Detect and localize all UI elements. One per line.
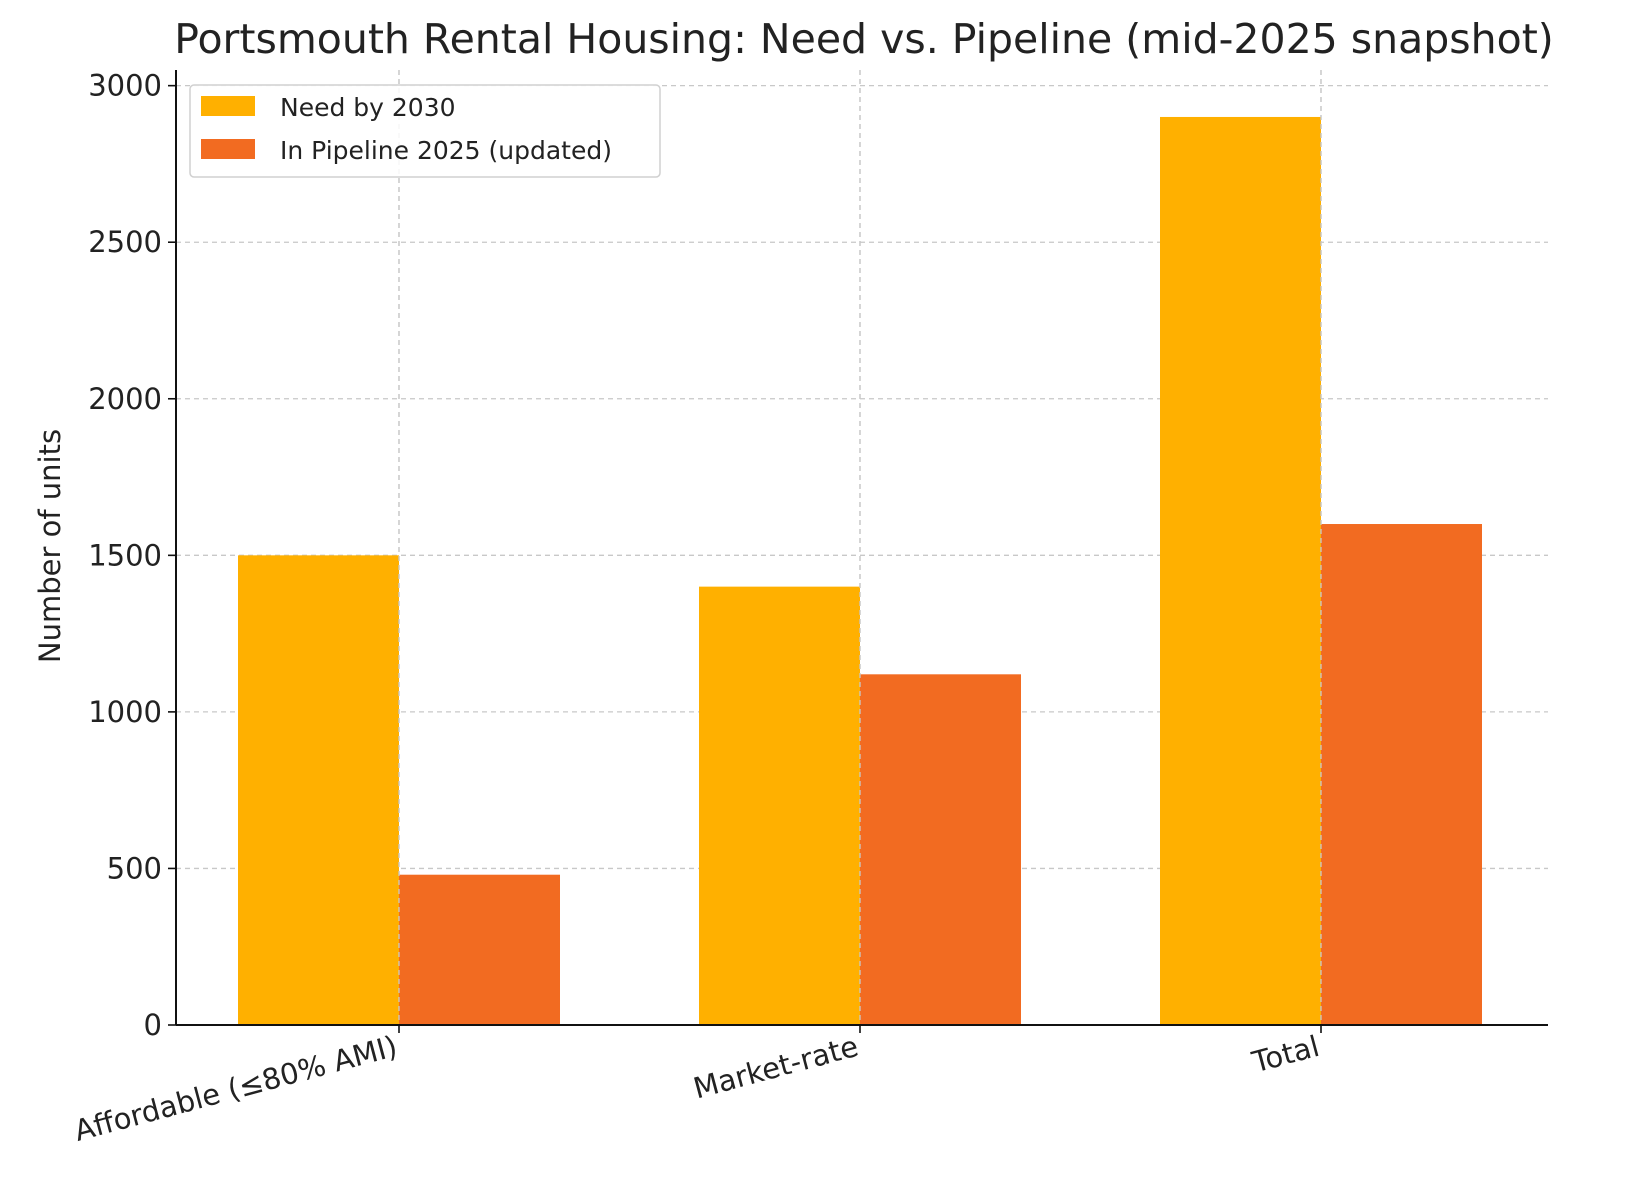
bar-pipeline-0 bbox=[399, 874, 560, 1025]
y-tick-label: 0 bbox=[144, 1008, 162, 1042]
y-tick-label: 500 bbox=[107, 851, 162, 885]
x-tick-label: Market-rate bbox=[690, 1029, 862, 1106]
y-tick-label: 2000 bbox=[88, 382, 162, 416]
x-tick-label: Total bbox=[1248, 1029, 1323, 1080]
legend-label: In Pipeline 2025 (updated) bbox=[280, 136, 612, 165]
y-tick-label: 1500 bbox=[88, 538, 162, 572]
legend-swatch bbox=[201, 96, 255, 116]
bar-need-0 bbox=[238, 555, 399, 1025]
legend-label: Need by 2030 bbox=[280, 93, 456, 122]
bar-need-2 bbox=[1160, 116, 1321, 1025]
y-tick-label: 3000 bbox=[88, 69, 162, 103]
bars bbox=[238, 70, 1482, 1025]
bar-pipeline-2 bbox=[1321, 524, 1482, 1025]
x-tick-label: Affordable (≤80% AMI) bbox=[71, 1029, 401, 1148]
legend-swatch bbox=[201, 139, 255, 159]
legend-frame bbox=[189, 84, 661, 178]
bar-pipeline-1 bbox=[860, 674, 1021, 1025]
chart-title: Portsmouth Rental Housing: Need vs. Pipe… bbox=[174, 15, 1554, 63]
y-tick-label: 1000 bbox=[88, 695, 162, 729]
axes bbox=[175, 70, 1548, 1026]
y-tick-label: 2500 bbox=[88, 225, 162, 259]
legend: Need by 2030 In Pipeline 2025 (updated) bbox=[189, 84, 661, 178]
bar-need-1 bbox=[699, 586, 860, 1025]
y-axis-label: Number of units bbox=[33, 429, 67, 663]
